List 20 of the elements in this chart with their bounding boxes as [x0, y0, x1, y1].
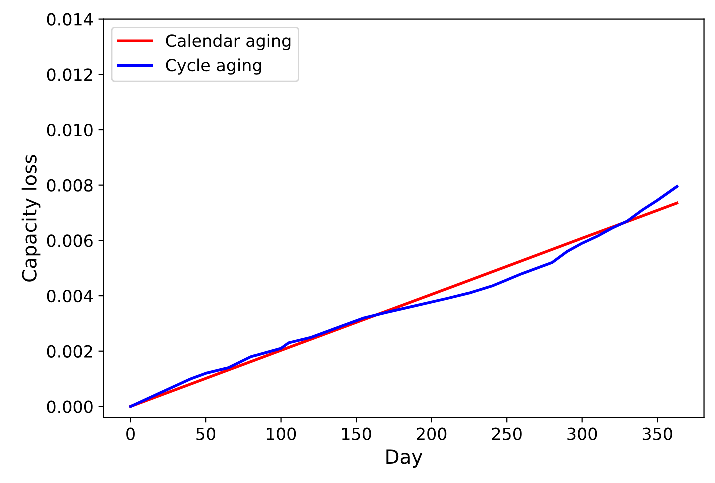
legend-label: Calendar aging	[166, 34, 291, 50]
x-axis-title: Day	[386, 450, 423, 468]
y-tick-label: 0.004	[47, 290, 94, 303]
y-tick-label: 0.002	[47, 345, 92, 358]
y-tick-label: 0.014	[47, 13, 94, 26]
x-tick-label: 0	[126, 428, 135, 440]
y-tick-label: 0.008	[47, 179, 93, 192]
x-tick-label: 200	[417, 428, 447, 440]
x-tick-label: 50	[196, 428, 216, 440]
y-tick-label: 0.010	[47, 124, 93, 137]
x-tick-label: 300	[568, 428, 598, 440]
y-tick-label: 0.012	[47, 68, 92, 82]
x-tick-label: 100	[267, 428, 296, 440]
x-tick-label: 350	[642, 428, 672, 440]
x-tick-label: 150	[342, 428, 372, 440]
x-tick-label: 250	[492, 428, 522, 440]
y-tick-label: 0.006	[47, 234, 93, 248]
y-axis-title: Capacity loss	[22, 155, 41, 282]
y-tick-label: 0.000	[47, 400, 93, 414]
legend-label: Cycle aging	[166, 58, 262, 75]
